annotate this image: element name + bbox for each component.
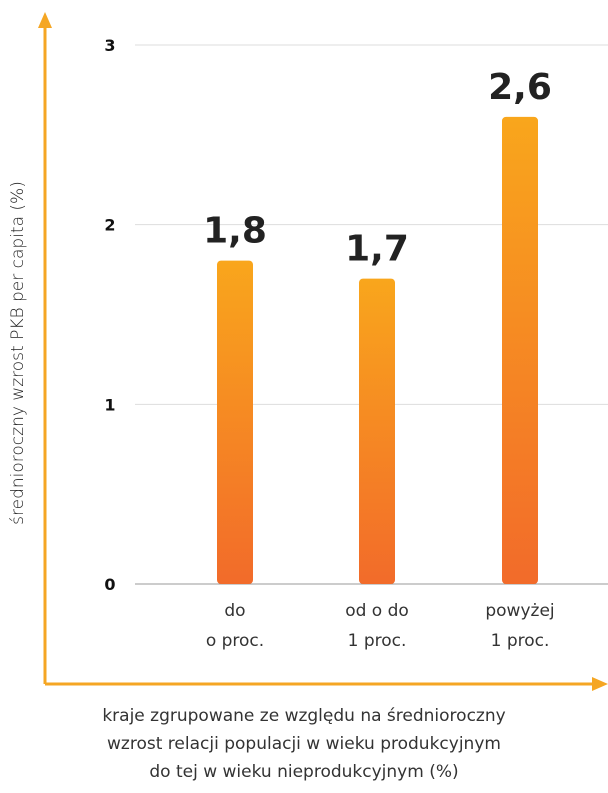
category-label: 1 proc. xyxy=(348,631,407,651)
category-label: powyżej xyxy=(485,601,554,621)
x-axis-label: kraje zgrupowane ze względu na średnioro… xyxy=(20,702,588,786)
x-axis-label-line: wzrost relacji populacji w wieku produkc… xyxy=(107,734,501,754)
y-axis-label: średnioroczny wzrost PKB per capita (%) xyxy=(8,181,28,525)
x-axis-label-line: kraje zgrupowane ze względu na średnioro… xyxy=(102,706,506,726)
y-tick-label: 0 xyxy=(104,575,115,594)
bar xyxy=(502,116,538,584)
bar-value-label: 1,8 xyxy=(203,211,267,252)
x-axis-arrow-icon xyxy=(592,677,608,691)
y-tick-labels: 0 1 2 3 xyxy=(104,36,115,594)
bar xyxy=(359,278,395,584)
bar xyxy=(217,260,253,584)
value-labels: 1,8 1,7 2,6 xyxy=(203,67,552,270)
category-labels: do o proc. od o do 1 proc. powyżej 1 proc. xyxy=(206,601,555,651)
x-axis-label-line: do tej w wieku nieprodukcyjnym (%) xyxy=(149,762,459,782)
category-label: od o do xyxy=(345,601,409,621)
axes xyxy=(38,12,608,691)
category-label: 1 proc. xyxy=(491,631,550,651)
y-tick-label: 2 xyxy=(104,216,115,235)
bar-value-label: 2,6 xyxy=(488,67,552,108)
category-label: o proc. xyxy=(206,631,264,651)
y-tick-label: 1 xyxy=(104,395,115,414)
bar-chart: 0 1 2 3 1,8 1,7 2,6 do o proc. od o do 1 proc. po… xyxy=(8,12,608,691)
y-axis-arrow-icon xyxy=(38,12,52,28)
y-tick-label: 3 xyxy=(104,36,115,55)
category-label: do xyxy=(224,601,245,621)
bars xyxy=(217,116,538,584)
bar-value-label: 1,7 xyxy=(345,229,409,270)
